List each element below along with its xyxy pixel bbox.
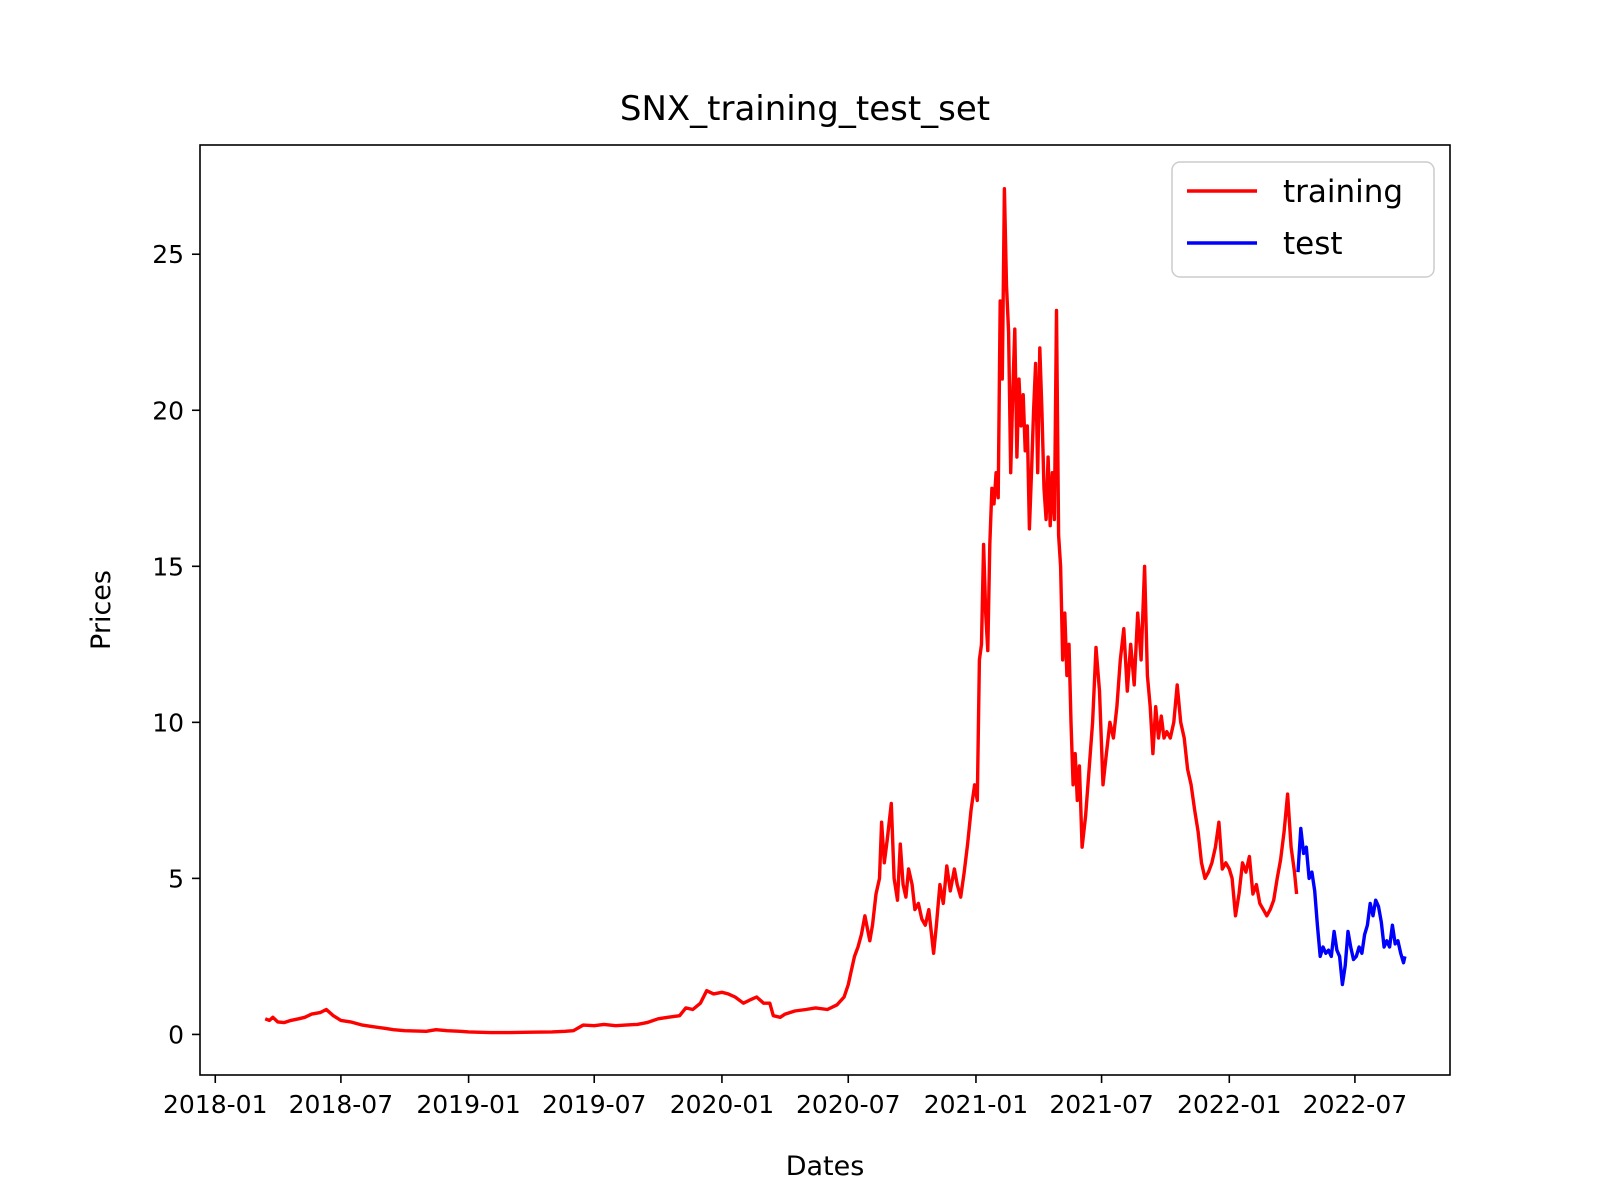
x-tick-label: 2021-01 [924, 1090, 1028, 1119]
legend-label-training: training [1283, 174, 1403, 210]
x-tick-label: 2019-01 [416, 1090, 520, 1119]
legend: training test [1171, 161, 1435, 278]
plot-lines [264, 187, 1407, 1035]
y-tick-label: 25 [152, 240, 184, 269]
y-axis-label: Prices [86, 570, 117, 650]
x-tick-label: 2021-07 [1049, 1090, 1153, 1119]
x-tick-label: 2019-07 [542, 1090, 646, 1119]
x-tick-label: 2022-01 [1177, 1090, 1281, 1119]
chart-title: SNX_training_test_set [620, 89, 990, 129]
series-line-training [264, 187, 1299, 1035]
y-tick-label: 10 [152, 708, 184, 737]
legend-label-test: test [1283, 226, 1343, 262]
x-tick-label: 2018-07 [289, 1090, 393, 1119]
y-axis-ticks: 0 5 10 15 20 25 [152, 240, 200, 1049]
y-tick-label: 0 [168, 1020, 184, 1049]
x-axis-ticks: 2018-01 2018-07 2019-01 2019-07 2020-01 2020-… [163, 1075, 1407, 1119]
x-tick-label: 2022-07 [1303, 1090, 1407, 1119]
y-tick-label: 5 [168, 864, 184, 893]
series-line-test [1296, 826, 1407, 987]
x-axis-label: Dates [786, 1151, 865, 1182]
x-tick-label: 2018-01 [163, 1090, 267, 1119]
plot-frame [199, 144, 1451, 1076]
y-tick-label: 15 [152, 552, 184, 581]
x-tick-label: 2020-01 [670, 1090, 774, 1119]
x-tick-label: 2020-07 [796, 1090, 900, 1119]
y-tick-label: 20 [152, 396, 184, 425]
